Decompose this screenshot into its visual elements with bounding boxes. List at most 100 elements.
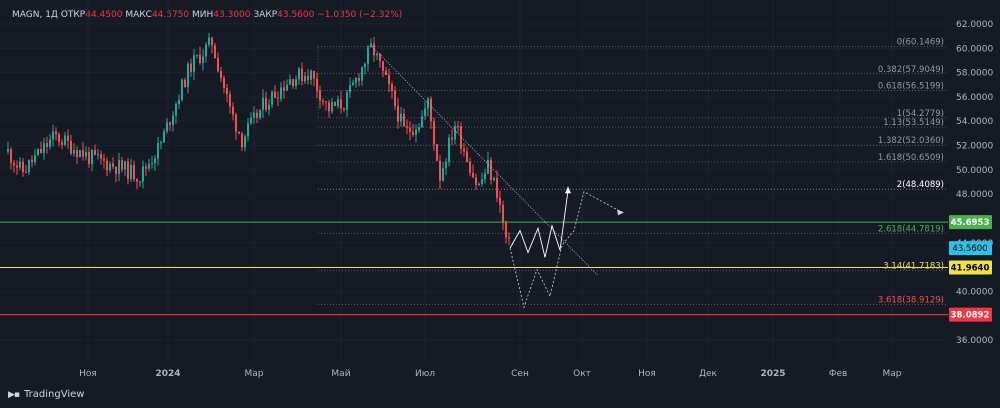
candle-body	[217, 58, 219, 72]
candle-body	[235, 114, 237, 132]
fib-level-label: 2.618(44.7819)	[878, 224, 944, 234]
x-tick-label: Фев	[829, 369, 848, 379]
x-tick-label: Май	[331, 369, 350, 379]
candle-body	[133, 164, 135, 180]
candle-body	[304, 76, 306, 82]
price-badge-label: 45.6953	[951, 218, 990, 228]
candle-body	[388, 75, 390, 85]
candle-body	[277, 97, 279, 99]
candle-body	[169, 122, 171, 126]
y-tick-label: 48.0000	[956, 190, 993, 200]
candle-body	[256, 112, 258, 119]
open-label: ОТКР	[60, 10, 86, 20]
candle-body	[247, 123, 249, 137]
candle-body	[430, 98, 432, 122]
candle-body	[34, 155, 36, 163]
candle-body	[340, 99, 342, 109]
candle-body	[97, 154, 99, 156]
candle-body	[88, 152, 90, 164]
candle-body	[151, 163, 153, 165]
x-tick-label: Дек	[699, 369, 718, 379]
projection-arrow-icon	[617, 209, 624, 216]
candle-body	[472, 172, 474, 178]
tradingview-logo-icon: ▶▪	[8, 389, 20, 400]
candle-body	[298, 68, 300, 80]
candle-body	[442, 168, 444, 181]
candle-body	[229, 94, 231, 107]
low-label: МИН	[192, 10, 214, 20]
candle-body	[187, 63, 189, 88]
candle-body	[334, 102, 336, 107]
fib-level-label: 1.618(50.6509)	[878, 153, 944, 163]
candle-body	[265, 97, 267, 110]
candle-body	[241, 133, 243, 148]
candle-body	[55, 131, 57, 135]
close-label: ЗАКР	[253, 10, 278, 20]
candle-body	[244, 136, 246, 148]
candle-body	[28, 159, 30, 172]
y-tick-label: 52.0000	[956, 142, 993, 152]
fib-level-label: 2(48.4089)	[897, 180, 944, 190]
candle-body	[94, 149, 96, 155]
candle-body	[232, 106, 234, 115]
tradingview-brand[interactable]: ▶▪ TradingView	[8, 389, 84, 400]
candle-body	[355, 77, 357, 83]
candle-body	[7, 149, 9, 152]
candle-body	[118, 160, 120, 174]
candle-body	[313, 70, 315, 79]
candle-body	[73, 150, 75, 154]
price-badge	[949, 307, 992, 322]
y-tick-label: 40.0000	[956, 287, 993, 297]
candle-body	[337, 99, 339, 107]
candle-body	[412, 131, 414, 135]
candle-body	[439, 160, 441, 181]
fib-level-label: 1.13(53.5149)	[883, 118, 944, 128]
candle-body	[157, 142, 159, 159]
candle-body	[325, 101, 327, 103]
x-tick-label: Ноя	[79, 369, 97, 379]
x-tick-label: Мар	[245, 369, 264, 379]
candle-body	[493, 178, 495, 181]
candle-body	[223, 77, 225, 88]
candle-body	[142, 166, 144, 182]
candle-body	[10, 149, 12, 163]
candle-body	[436, 144, 438, 161]
candle-body	[328, 102, 330, 112]
candle-body	[100, 154, 102, 159]
candle-body	[154, 158, 156, 164]
candle-body	[85, 152, 87, 157]
candle-body	[286, 84, 288, 91]
symbol-label[interactable]: MAGN, 1Д	[12, 10, 58, 20]
candle-body	[463, 148, 465, 152]
candle-body	[148, 164, 150, 169]
fib-level-label: 0.382(57.9049)	[878, 65, 944, 75]
y-tick-label: 62.0000	[956, 20, 993, 30]
fib-level-label: 0(60.1469)	[897, 38, 944, 48]
candle-body	[331, 102, 333, 112]
candle-body	[196, 54, 198, 56]
candle-body	[496, 178, 498, 198]
candle-body	[37, 148, 39, 156]
candle-body	[448, 137, 450, 162]
candle-body	[172, 115, 174, 126]
candle-body	[139, 181, 141, 183]
candle-body	[343, 108, 345, 110]
candle-body	[91, 149, 93, 164]
candle-body	[175, 103, 177, 116]
candle-body	[508, 237, 510, 239]
candle-body	[82, 150, 84, 157]
chart-header: MAGN, 1Д ОТКР44.4500 МАКС44.5750 МИН43.3…	[12, 10, 402, 20]
candle-body	[58, 134, 60, 143]
candle-body	[370, 43, 372, 48]
candle-body	[478, 184, 480, 186]
candle-body	[127, 161, 129, 180]
candle-body	[460, 126, 462, 149]
candle-body	[271, 91, 273, 105]
y-tick-label: 60.0000	[956, 44, 993, 54]
candle-body	[397, 105, 399, 122]
projection-path-dotted	[509, 191, 623, 309]
candle-body	[43, 143, 45, 153]
close-value: 43.5600	[277, 10, 315, 20]
brand-label: TradingView	[24, 389, 85, 400]
